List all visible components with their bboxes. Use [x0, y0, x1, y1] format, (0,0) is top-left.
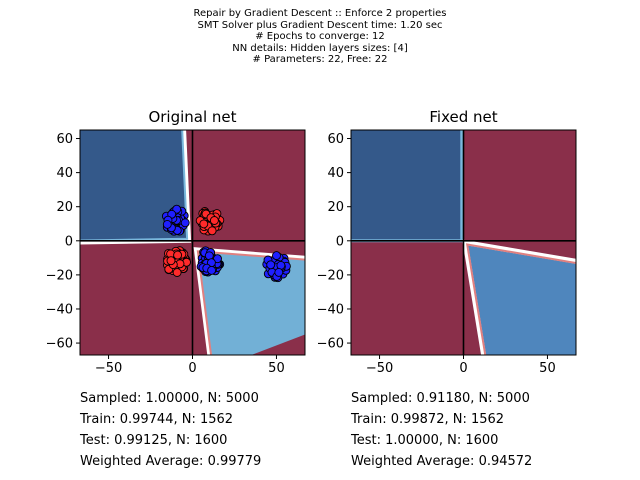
- original-panel: Original net −50 0 50 60 40 20 0 −20 −40 −60: [46, 108, 306, 376]
- x-tick-label: −50: [366, 361, 393, 376]
- blue-point: [274, 267, 284, 277]
- header-line: # Parameters: 22, Free: 22: [252, 54, 388, 65]
- x-tick-label: 50: [539, 361, 556, 376]
- y-tick-label: −20: [46, 268, 73, 283]
- chart-title: Original net: [148, 108, 236, 126]
- original-plot-area: [80, 130, 305, 355]
- stat-line: Sampled: 1.00000, N: 5000: [80, 391, 259, 406]
- y-tick-label: −20: [317, 268, 344, 283]
- stat-line: Test: 0.99125, N: 1600: [80, 433, 228, 448]
- stat-line: Train: 0.99872, N: 1562: [351, 412, 505, 427]
- decision-boundary: [462, 239, 576, 355]
- decision-boundary: [80, 130, 189, 242]
- blue-point: [207, 265, 217, 275]
- fixed-panel: Fixed net −50 0 50 60 40 20 0 −20 −40 −60: [317, 108, 577, 376]
- blue-point: [180, 218, 190, 228]
- y-tick-label: 20: [56, 200, 73, 215]
- blue-point: [266, 260, 276, 270]
- header-line: SMT Solver plus Gradient Descent time: 1…: [197, 19, 443, 31]
- x-tick-label: 0: [188, 361, 196, 376]
- header-line: Repair by Gradient Descent :: Enforce 2 …: [193, 8, 447, 19]
- blue-point: [213, 254, 222, 264]
- y-tick-label: 0: [336, 234, 344, 249]
- stat-line: Train: 0.99744, N: 1562: [80, 412, 234, 427]
- y-tick-label: 40: [56, 166, 73, 181]
- red-point: [199, 219, 209, 229]
- y-tick-label: −40: [46, 302, 73, 317]
- x-tick-label: 0: [459, 361, 467, 376]
- red-point: [209, 216, 219, 225]
- y-tick-label: 40: [327, 166, 344, 181]
- decision-boundary: [193, 247, 305, 355]
- red-point: [207, 226, 217, 236]
- fixed-plot-area: [351, 130, 576, 355]
- original-net-stats: Sampled: 1.00000, N: 5000 Train: 0.99744…: [80, 388, 261, 472]
- y-tick-label: 60: [327, 132, 344, 147]
- chart-title: Fixed net: [429, 108, 497, 126]
- x-tick-label: −50: [95, 361, 122, 376]
- stat-line: Weighted Average: 0.99779: [80, 454, 262, 469]
- y-tick-label: −40: [317, 302, 344, 317]
- x-tick-label: 50: [268, 361, 285, 376]
- blue-point: [272, 251, 281, 261]
- figure-header: Repair by Gradient Descent :: Enforce 2 …: [0, 8, 640, 66]
- header-line: # Epochs to converge: 12: [255, 31, 385, 42]
- stat-line: Test: 1.00000, N: 1600: [351, 433, 499, 448]
- y-tick-label: −60: [46, 337, 73, 352]
- y-tick-label: 0: [65, 234, 73, 249]
- y-tick-label: −60: [317, 337, 344, 352]
- red-point: [166, 256, 176, 266]
- red-point: [173, 250, 183, 260]
- stat-line: Sampled: 0.91180, N: 5000: [351, 391, 530, 406]
- decision-boundary: [465, 243, 576, 355]
- blue-region: [351, 130, 462, 241]
- stat-line: Weighted Average: 0.94572: [351, 454, 533, 469]
- red-point: [172, 268, 182, 277]
- y-tick-label: 20: [327, 200, 344, 215]
- mid-blue-region: [465, 242, 576, 355]
- y-tick-label: 60: [56, 132, 73, 147]
- header-line: NN details: Hidden layers sizes: [4]: [232, 42, 408, 54]
- blue-region: [80, 130, 190, 243]
- blue-point: [162, 219, 172, 229]
- fixed-net-stats: Sampled: 0.91180, N: 5000 Train: 0.99872…: [351, 388, 532, 472]
